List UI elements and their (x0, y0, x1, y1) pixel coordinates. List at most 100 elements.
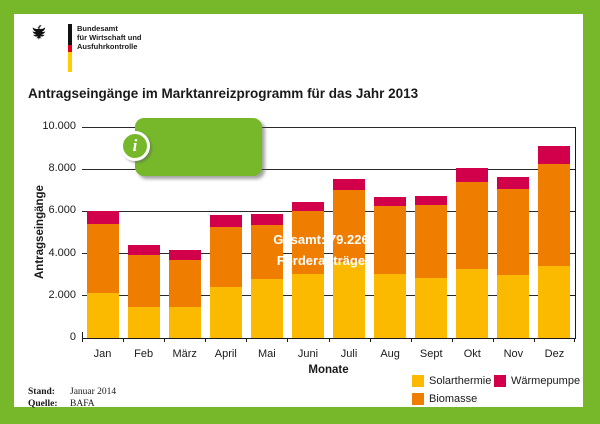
bar-segment-solarthermie (497, 274, 530, 338)
y-gridline (82, 126, 575, 128)
quelle-label: Quelle: (28, 399, 58, 409)
footer-quelle-row: Quelle: BAFA (28, 398, 116, 410)
bar-segment-wärmepumpe (374, 196, 407, 207)
bottom-axis-tick (164, 338, 166, 342)
x-axis-ticks: Jan Feb März April Mai Juni Juli Aug Sept Okt Nov D… (82, 348, 575, 362)
quelle-value: BAFA (70, 399, 95, 409)
x-tick-label: Dez (544, 348, 565, 360)
x-axis-title: Monate (308, 364, 349, 376)
y-axis-title: Antragseingänge (34, 185, 46, 280)
bar-segment-wärmepumpe (456, 168, 489, 182)
bar-segment-solarthermie (374, 273, 407, 338)
x-tick-label: Nov (503, 348, 524, 360)
content-panel: Bundesamt für Wirtschaft und Ausfuhrkont… (14, 14, 583, 410)
x-tick-label: Okt (463, 348, 481, 360)
total-callout: Gesamt: 79.226 Förderanträge (135, 118, 369, 268)
federal-eagle-icon (31, 24, 50, 43)
bar-segment-solarthermie (86, 292, 119, 338)
bottom-axis-tick (82, 338, 83, 342)
bar-segment-solarthermie (291, 273, 324, 338)
bar-segment-biomasse (374, 206, 407, 274)
bottom-axis-tick (123, 338, 125, 342)
bar-segment-solarthermie (333, 262, 366, 338)
y-gridline (82, 295, 575, 297)
right-axis-tick (570, 168, 575, 170)
bottom-axis-tick (451, 338, 453, 342)
logo-text: Bundesamt für Wirtschaft und Ausfuhrkont… (77, 24, 142, 51)
legend-item-biomasse: Biomasse (412, 393, 494, 405)
page-title: Antragseingänge im Marktanreizprogramm f… (28, 86, 419, 101)
bar-segment-solarthermie (415, 277, 448, 338)
logo-line3: Ausfuhrkontrolle (77, 42, 138, 51)
plot-area (82, 126, 576, 342)
y-tick-label: 0 (69, 331, 76, 343)
bar-segment-solarthermie (538, 266, 571, 338)
axis-corner-tick (82, 332, 83, 338)
stand-label: Stand: (28, 387, 55, 397)
legend-item-solarthermie: Solarthermie (412, 375, 494, 387)
bar-segment-biomasse (497, 189, 530, 275)
bar-segment-biomasse (538, 163, 571, 267)
bar-segment-wärmepumpe (127, 245, 160, 255)
legend-item-wärmepumpe: Wärmepumpe (494, 375, 580, 387)
bottom-axis-tick (410, 338, 412, 342)
info-icon: i (120, 131, 150, 161)
legend-swatch (412, 375, 424, 387)
bottom-axis-tick (328, 338, 330, 342)
x-tick-label: April (214, 348, 237, 360)
bar-segment-wärmepumpe (415, 195, 448, 206)
footer-stand-row: Stand: Januar 2014 (28, 386, 116, 398)
x-tick-label: Feb (134, 348, 154, 360)
x-tick-label: Juli (340, 348, 358, 360)
bottom-axis-tick (369, 338, 371, 342)
bar-segment-wärmepumpe (538, 146, 571, 164)
bar-segment-biomasse (250, 225, 283, 279)
bar-segment-solarthermie (168, 307, 201, 338)
y-tick-label: 2.000 (48, 288, 76, 301)
legend-label: Biomasse (429, 393, 478, 405)
bar-segment-wärmepumpe (168, 250, 201, 260)
x-tick-label: Sept (419, 348, 443, 360)
y-tick-label: 8.000 (48, 162, 76, 175)
right-axis-tick (570, 253, 575, 255)
bar-segment-wärmepumpe (86, 211, 119, 225)
right-axis-tick (570, 295, 575, 297)
bottom-axis-tick (205, 338, 207, 342)
bar-segment-biomasse (291, 211, 324, 274)
footer: Stand: Januar 2014 Quelle: BAFA (28, 386, 116, 410)
y-tick-label: 4.000 (48, 246, 76, 259)
bar-segment-solarthermie (127, 307, 160, 338)
y-gridline (82, 168, 575, 170)
legend-label: Wärmepumpe (511, 375, 581, 387)
logo-line1: Bundesamt (77, 24, 118, 33)
y-tick-label: 10.000 (42, 120, 76, 132)
bar-segment-wärmepumpe (497, 176, 530, 190)
bar-segment-biomasse (127, 254, 160, 308)
legend-swatch (494, 375, 506, 387)
bottom-axis-tick (574, 338, 575, 342)
legend-label: Solarthermie (429, 375, 492, 387)
bottom-axis-tick (287, 338, 289, 342)
legend: Solarthermie Wärmepumpe Biomasse (412, 375, 580, 405)
bottom-axis-tick (246, 338, 248, 342)
total-line1: Gesamt: 79.226 (273, 232, 369, 247)
y-tick-label: 6.000 (48, 204, 76, 217)
bottom-axis-tick (492, 338, 494, 342)
stand-value: Januar 2014 (70, 387, 117, 397)
bar-segment-biomasse (333, 190, 366, 263)
bar-segment-wärmepumpe (209, 214, 242, 228)
y-gridline (82, 210, 575, 212)
x-tick-label: Juni (297, 348, 319, 360)
x-tick-label: Mai (258, 348, 276, 360)
logo-line2: für Wirtschaft und (77, 33, 142, 42)
bar-segment-solarthermie (456, 269, 489, 338)
y-gridline (82, 253, 575, 255)
bar-segment-wärmepumpe (333, 178, 366, 191)
bar-segment-solarthermie (209, 287, 242, 338)
bar-segment-wärmepumpe (291, 201, 324, 212)
bar-segment-biomasse (168, 259, 201, 308)
flag-stripe (68, 24, 72, 72)
bottom-axis-tick (533, 338, 535, 342)
bar-segment-biomasse (209, 227, 242, 288)
